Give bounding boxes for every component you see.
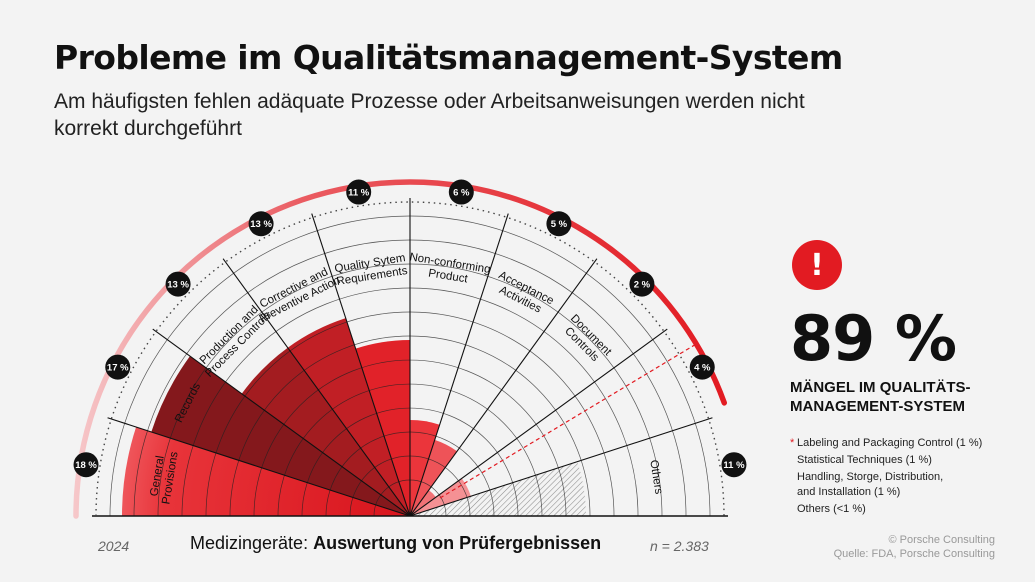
pct-badge: 4 % [689,354,715,380]
footer-title-prefix: Medizingeräte: [190,533,314,553]
highlight-value: 89 % [790,302,957,375]
highlight-label: MÄNGEL IM QUALITÄTS-MANAGEMENT-SYSTEM [790,379,971,415]
sample-size: n = 2.383 [650,538,709,554]
category-label: Quality SytemRequirements [334,252,409,288]
pct-label: 11 % [723,460,745,471]
footer-year: 2024 [98,538,130,554]
pct-badge: 13 % [248,211,274,237]
category-label: Non-conformingProduct [407,251,492,288]
pct-badge: 18 % [73,452,99,478]
chart-bar [241,347,410,516]
pct-badge: 5 % [546,211,572,237]
chart-bar [122,427,410,516]
footer-credit: © Porsche Consulting Quelle: FDA, Porsch… [834,533,995,561]
category-label: Corrective andPreventive Action [252,263,343,326]
note-item: Statistical Techniques (1 %) [790,453,1030,470]
alert-icon: ! [792,240,842,290]
spoke-line [409,258,598,517]
spoke-line [311,213,411,517]
spoke-line [107,417,411,517]
source: Quelle: FDA, Porsche Consulting [833,548,995,560]
chart-bar [287,318,410,516]
spoke-line [409,417,713,517]
chart-bar [355,340,410,516]
pct-badge: 2 % [629,271,655,297]
chart-bar [410,490,436,516]
notes-list: * Labeling and Packaging Control (1 %) S… [790,436,1030,519]
pct-label: 4 % [694,363,711,374]
note-text: Others (<1 %) [797,503,866,515]
dotted-ring [95,201,725,517]
footer-title: Medizingeräte: Auswertung von Prüfergebn… [190,533,601,554]
pct-label: 17 % [107,363,129,374]
note-item: Handling, Storge, Distribution, and Inst… [790,470,1030,502]
pct-label: 6 % [453,188,470,199]
pct-badge: 13 % [165,271,191,297]
pct-label: 5 % [551,219,568,230]
note-star: * [790,437,795,449]
pct-badge: 17 % [105,354,131,380]
highlight-panel: ! 89 % MÄNGEL IM QUALITÄTS-MANAGEMENT-SY… [790,240,1030,519]
pct-label: 13 % [250,219,272,230]
pct-label: 18 % [75,460,97,471]
pct-label: 2 % [634,280,651,291]
note-item: * Labeling and Packaging Control (1 %) [790,436,1030,453]
spoke-line [222,258,411,517]
pointer-line [439,343,697,499]
pct-label: 13 % [167,280,189,291]
note-text: Handling, Storge, Distribution, and Inst… [797,471,944,498]
page-subtitle: Am häufigsten fehlen adäquate Prozesse o… [54,90,805,140]
spoke-line [409,328,668,517]
category-label: Others [647,459,664,495]
spoke-line [152,328,411,517]
note-item: Others (<1 %) [790,502,1030,519]
page-title: Probleme im Qualitätsmanagement-System [54,38,843,77]
chart-bar [410,439,458,516]
pct-badge: 11 % [721,452,747,478]
category-label: AcceptanceActivities [491,269,556,319]
note-text: Labeling and Packaging Control (1 %) [797,437,983,449]
pct-badge: 11 % [346,179,372,205]
copyright: © Porsche Consulting [888,534,995,546]
pct-label: 11 % [348,188,370,199]
pct-badge: 6 % [448,179,474,205]
footer-title-bold: Auswertung von Prüfergebnissen [313,533,602,553]
category-label: DocumentControls [559,313,614,368]
chart-bar [410,461,586,516]
spoke-line [409,213,509,517]
note-text: Statistical Techniques (1 %) [797,454,932,466]
